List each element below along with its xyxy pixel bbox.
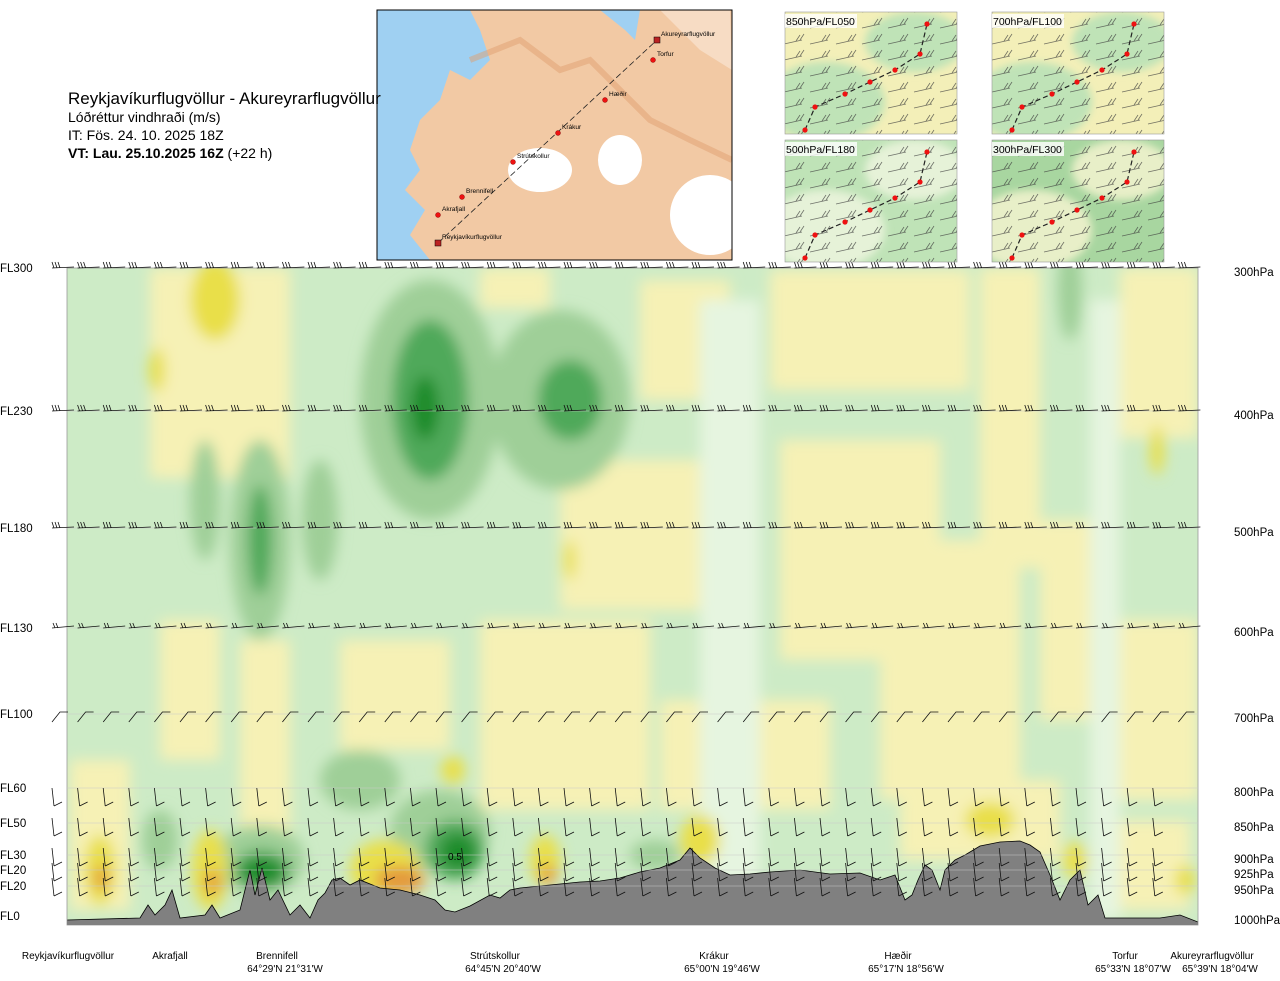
- waypoint-coord: 65°00'N 19°46'W: [684, 964, 760, 975]
- wind-panel-label: 300hPa/FL300: [993, 144, 1062, 156]
- waypoint-coord: 64°45'N 20°40'W: [465, 964, 541, 975]
- barb-row: [51, 622, 1201, 629]
- map-waypoint: Reykjavíkurflugvöllur: [434, 234, 503, 247]
- pressure-label: 1000hPa: [1234, 915, 1280, 927]
- pressure-axis: 300hPa 400hPa 500hPa 600hPa 700hPa 800hPa 850h…: [1234, 267, 1280, 927]
- wind-panel-label: 850hPa/FL050: [786, 16, 855, 28]
- pressure-label: 700hPa: [1234, 713, 1274, 725]
- chart-subtitle: Lóðréttur vindhraði (m/s): [68, 109, 221, 125]
- valid-time-offset: (+22 h): [227, 145, 273, 161]
- map-waypoint-name: Torfur: [657, 51, 674, 58]
- map-waypoint: Torfur: [650, 51, 674, 63]
- flight-level-label: FL130: [0, 623, 33, 635]
- pressure-label: 950hPa: [1234, 885, 1274, 897]
- waypoint-label: Akureyrarflugvöllur 65°39'N 18°04'W: [1170, 951, 1258, 975]
- waypoint-label: Akrafjall: [152, 951, 188, 962]
- map-waypoint: Brennifell: [459, 188, 494, 200]
- map-waypoint: Krákur: [555, 124, 582, 136]
- init-time: IT: Fös. 24. 10. 2025 18Z: [68, 127, 224, 143]
- map-waypoint-name: Reykjavíkurflugvöllur: [442, 234, 503, 241]
- wind-panel: 700hPa/FL100: [991, 11, 1165, 135]
- waypoint-coord: 64°29'N 21°31'W: [247, 964, 323, 975]
- map-waypoint: Hæðir: [602, 90, 628, 103]
- wind-panel-label: 500hPa/FL180: [786, 144, 855, 156]
- map-waypoint-name: Hæðir: [609, 90, 628, 98]
- route-waypoint-axis: Reykjavíkurflugvöllur Akrafjall Brennifell…: [22, 950, 1259, 975]
- valid-time: VT: Lau. 25.10.2025 16Z: [68, 145, 224, 161]
- wind-barbs: [51, 261, 1201, 897]
- map-waypoint-name: Akrafjall: [442, 206, 466, 213]
- barb-row: [51, 847, 1163, 867]
- flight-level-label: FL30: [0, 850, 26, 862]
- contour-annotation: 0.5: [448, 852, 462, 863]
- waypoint-label: Hæðir 65°17'N 18°56'W: [868, 950, 944, 975]
- pressure-label: 300hPa: [1234, 267, 1274, 279]
- wind-panel: 300hPa/FL300: [991, 139, 1165, 263]
- map-waypoint-name: Krákur: [562, 124, 582, 131]
- chart-title-block: Reykjavíkurflugvöllur - Akureyrarflugvöl…: [68, 90, 381, 162]
- waypoint-label: Reykjavíkurflugvöllur: [22, 951, 115, 962]
- flight-level-label: FL180: [0, 523, 33, 535]
- barb-row: [51, 817, 1163, 837]
- map-waypoint: Strútskollur: [510, 153, 550, 165]
- flight-level-label: FL50: [0, 818, 26, 830]
- pressure-label: 600hPa: [1234, 627, 1274, 639]
- waypoint-label: Torfur 65°33'N 18°07'W: [1095, 951, 1171, 975]
- barb-row: [51, 877, 1163, 897]
- flight-level-label: FL60: [0, 783, 26, 795]
- map-waypoint: Akureyrarflugvöllur: [653, 31, 716, 44]
- flight-level-label: FL20: [0, 865, 26, 877]
- waypoint-coord: 65°17'N 18°56'W: [868, 964, 944, 975]
- map-waypoint-name: Akureyrarflugvöllur: [661, 31, 716, 38]
- pressure-label: 500hPa: [1234, 527, 1274, 539]
- flight-level-label: FL230: [0, 406, 33, 418]
- map-waypoint: Akrafjall: [435, 206, 466, 218]
- vertical-wind-field: [67, 268, 1198, 925]
- waypoint-name: Hæðir: [884, 950, 912, 962]
- map-waypoint-name: Strútskollur: [517, 153, 550, 160]
- pressure-level-lines: [67, 410, 1198, 887]
- waypoint-name: Strútskollur: [470, 951, 521, 962]
- flight-level-label: FL100: [0, 709, 33, 721]
- barb-row: [51, 711, 1195, 723]
- waypoint-name: Akureyrarflugvöllur: [1170, 951, 1254, 962]
- waypoint-coord: 65°33'N 18°07'W: [1095, 964, 1171, 975]
- waypoint-coord: 65°39'N 18°04'W: [1182, 964, 1258, 975]
- pressure-label: 900hPa: [1234, 854, 1274, 866]
- flight-level-label: FL0: [0, 911, 20, 923]
- barb-row: [51, 261, 1201, 269]
- waypoint-label: Strútskollur 64°45'N 20°40'W: [465, 951, 541, 975]
- map-waypoint-name: Brennifell: [466, 188, 494, 195]
- plot-frame: [66, 267, 1199, 926]
- wind-panel: 500hPa/FL180: [784, 139, 958, 263]
- flight-level-label: FL20: [0, 881, 26, 893]
- chart-title: Reykjavíkurflugvöllur - Akureyrarflugvöl…: [68, 89, 381, 108]
- terrain-profile: [67, 840, 1198, 925]
- waypoint-name: Akrafjall: [152, 951, 188, 962]
- barb-row: [51, 787, 1163, 807]
- barb-row: [51, 521, 1201, 529]
- flight-level-axis: FL300 FL230 FL180 FL130 FL100 FL60 FL50 FL30 FL2…: [0, 263, 33, 923]
- flight-level-label: FL300: [0, 263, 33, 275]
- level-wind-maps: 850hPa/FL050 700hPa/FL100 500hPa/FL180 300h…: [784, 11, 1165, 263]
- waypoint-name: Krákur: [699, 951, 729, 962]
- pressure-label: 850hPa: [1234, 822, 1274, 834]
- wind-panel-label: 700hPa/FL100: [993, 16, 1062, 28]
- pressure-label: 925hPa: [1234, 869, 1274, 881]
- waypoint-label: Krákur 65°00'N 19°46'W: [684, 951, 760, 975]
- waypoint-name: Reykjavíkurflugvöllur: [22, 951, 115, 962]
- barb-row: [51, 862, 1163, 882]
- route-map: Akureyrarflugvöllur Torfur Hæðir Krákur Strú…: [376, 9, 733, 261]
- pressure-label: 800hPa: [1234, 787, 1274, 799]
- waypoint-name: Brennifell: [256, 951, 298, 962]
- wind-panel: 850hPa/FL050: [784, 11, 958, 135]
- barb-row: [51, 404, 1201, 412]
- pressure-label: 400hPa: [1234, 410, 1274, 422]
- waypoint-label: Brennifell 64°29'N 21°31'W: [247, 951, 323, 975]
- waypoint-name: Torfur: [1112, 951, 1138, 962]
